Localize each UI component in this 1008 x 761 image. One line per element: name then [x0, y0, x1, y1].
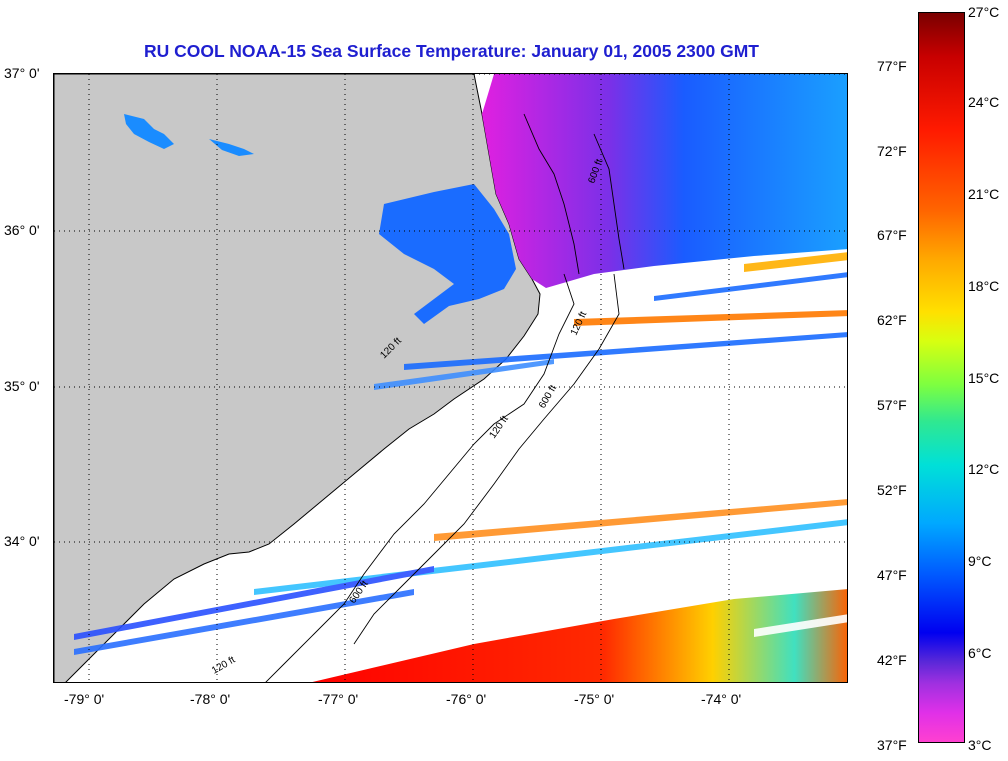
- colorbar-label-c: 18°C: [968, 278, 1000, 294]
- swath-streaks: [74, 252, 847, 655]
- contour-label: 600 ft: [537, 383, 559, 410]
- map-title: RU COOL NOAA-15 Sea Surface Temperature:…: [143, 41, 759, 61]
- warm-water-region: [312, 589, 847, 682]
- lon-label-75: -75° 0': [574, 691, 615, 707]
- sst-map: 120 ft 600 ft 120 ft 600 ft 120 ft 600 f…: [53, 73, 848, 683]
- lon-label-77: -77° 0': [318, 691, 359, 707]
- lake-2: [209, 139, 254, 156]
- colorbar-label-f: 42°F: [877, 652, 907, 668]
- temperature-colorbar: [918, 12, 965, 743]
- colorbar-label-f: 37°F: [877, 737, 907, 753]
- land-mass: [54, 74, 541, 682]
- lon-label-76: -76° 0': [446, 691, 487, 707]
- sst-map-canvas: 120 ft 600 ft 120 ft 600 ft 120 ft 600 f…: [54, 74, 847, 682]
- lon-label-74: -74° 0': [701, 691, 742, 707]
- lake: [124, 114, 174, 149]
- cold-water-region: [482, 74, 847, 288]
- colorbar-label-c: 6°C: [968, 645, 992, 661]
- contour-label: 120 ft: [210, 654, 237, 676]
- colorbar-label-f: 62°F: [877, 312, 907, 328]
- graticule: [54, 74, 847, 682]
- colorbar-label-f: 57°F: [877, 397, 907, 413]
- lon-label-78: -78° 0': [190, 691, 231, 707]
- lat-label-36: 36° 0': [4, 222, 40, 238]
- colorbar-label-f: 67°F: [877, 227, 907, 243]
- bathymetry-contours: [265, 113, 625, 682]
- colorbar-label-f: 47°F: [877, 567, 907, 583]
- lat-label-37: 37° 0': [4, 65, 40, 81]
- colorbar-label-f: 77°F: [877, 58, 907, 74]
- colorbar-label-c: 21°C: [968, 186, 1000, 202]
- lon-label-79: -79° 0': [64, 691, 105, 707]
- colorbar-label-c: 15°C: [968, 370, 1000, 386]
- colorbar-label-f: 52°F: [877, 482, 907, 498]
- colorbar-label-c: 27°C: [968, 4, 1000, 20]
- colorbar-label-c: 24°C: [968, 94, 1000, 110]
- pamlico-sound: [379, 184, 516, 324]
- colorbar-label-c: 9°C: [968, 553, 992, 569]
- lat-label-35: 35° 0': [4, 378, 40, 394]
- colorbar-label-f: 72°F: [877, 143, 907, 159]
- colorbar-label-c: 3°C: [968, 737, 992, 753]
- lat-label-34: 34° 0': [4, 533, 40, 549]
- colorbar-label-c: 12°C: [968, 461, 1000, 477]
